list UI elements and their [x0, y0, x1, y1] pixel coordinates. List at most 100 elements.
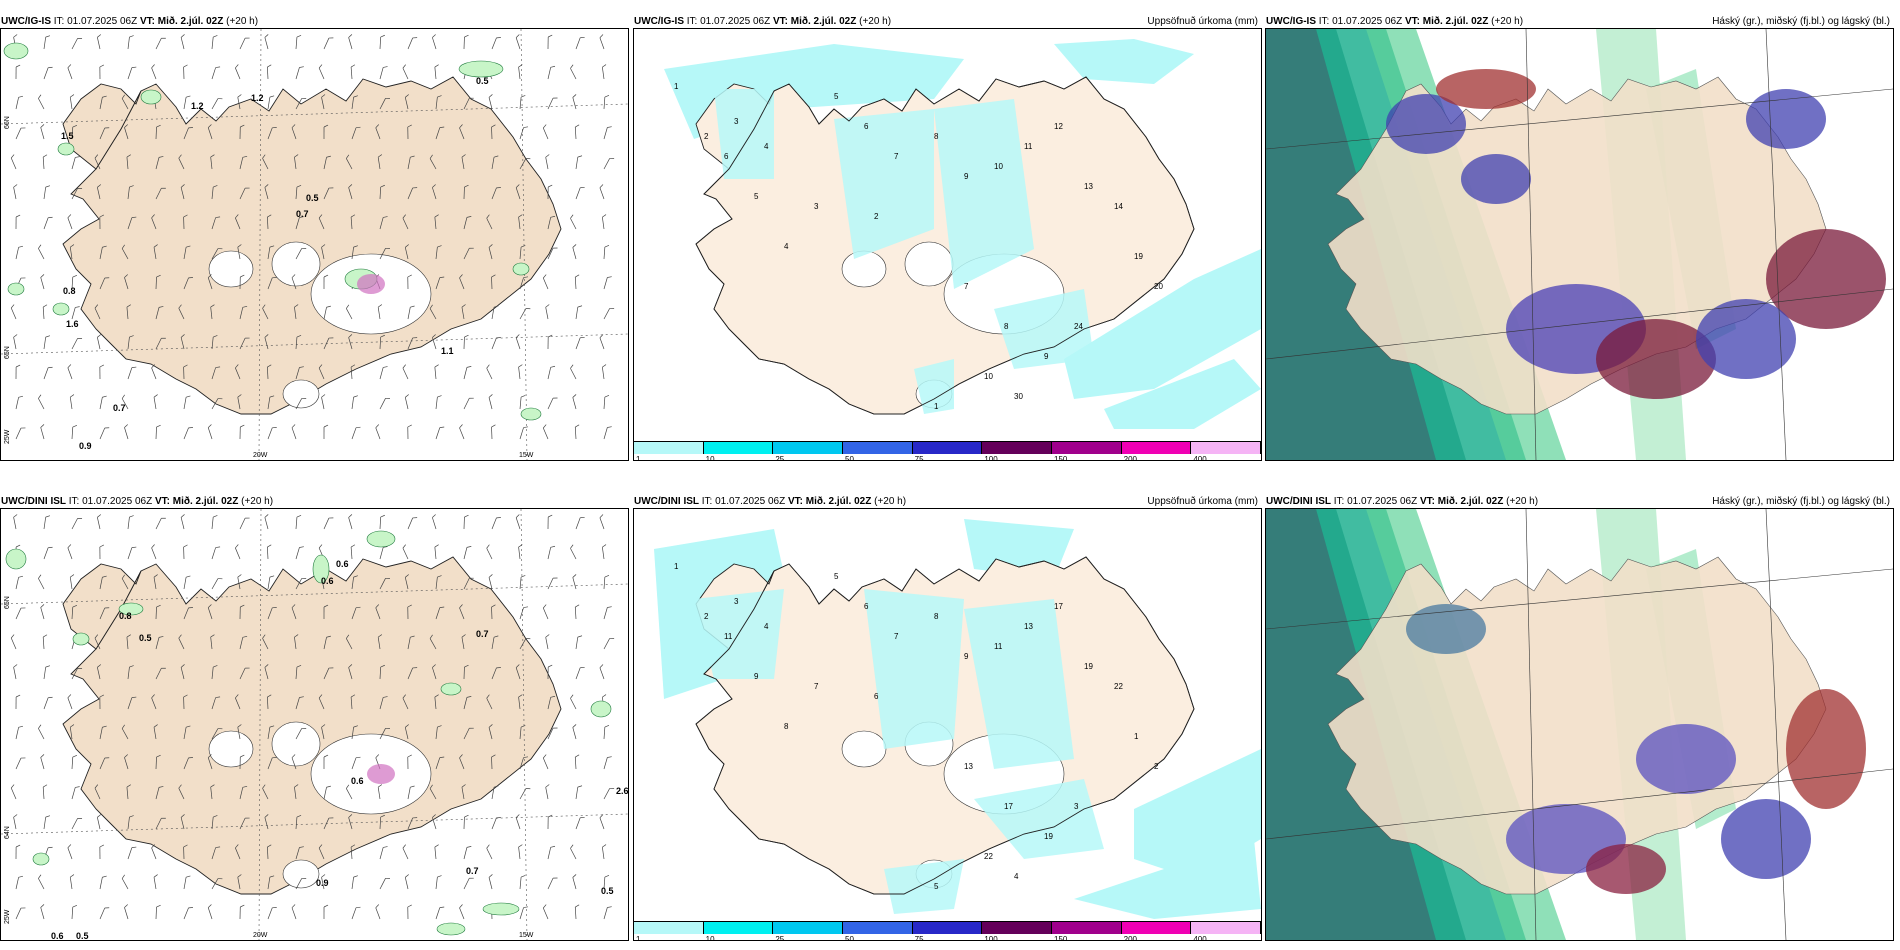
wind-barb: [459, 754, 465, 770]
wind-barb: [515, 814, 521, 830]
wind-barb: [519, 308, 531, 320]
wind-barb: [127, 216, 137, 230]
wind-barb: [267, 725, 275, 740]
wind-barb: [459, 604, 465, 620]
wind-barb: [547, 334, 553, 350]
wind-barb: [574, 424, 580, 440]
wind-barb: [519, 426, 529, 440]
wind-barb: [603, 426, 612, 440]
wind-barb: [127, 665, 134, 680]
wind-barb: [351, 756, 361, 770]
panel-header: UWC/IG-IS IT: 01.07.2025 06Z VT: Mið. 2.…: [0, 13, 628, 32]
valid-time: Mið. 2.júl. 02Z: [157, 16, 224, 27]
wind-barb: [603, 788, 615, 800]
precip-value: 3: [734, 597, 739, 606]
wind-barb: [574, 274, 580, 290]
precip-value: 22: [984, 852, 993, 861]
wind-barb: [599, 184, 605, 200]
panel-header: UWC/DINI ISL IT: 01.07.2025 06Z VT: Mið.…: [1265, 493, 1893, 512]
lon-label: 20W: [253, 932, 268, 939]
wind-value: 0.5: [601, 886, 614, 896]
wind-barb: [407, 155, 415, 170]
wind-barb: [124, 124, 129, 140]
wind-barb: [43, 335, 51, 350]
wind-barb: [264, 814, 269, 830]
lead-time: (+20 h): [1506, 496, 1539, 507]
wind-barb: [153, 394, 158, 410]
wind-barb: [99, 277, 110, 290]
wind-barb: [547, 577, 558, 590]
wind-barb: [379, 334, 385, 350]
wind-barb: [599, 664, 605, 680]
glacier: [841, 250, 887, 288]
cloud-map: [1266, 509, 1893, 940]
init-time: IT: 01.07.2025 06Z: [53, 16, 138, 27]
colorbar-tick: 400: [1193, 455, 1207, 461]
wind-barb: [155, 517, 166, 530]
wind-barb: [323, 754, 329, 770]
wind-barb: [603, 638, 615, 650]
wind-barb: [435, 875, 442, 890]
wind-barb: [97, 514, 102, 530]
wind-barb: [183, 725, 191, 740]
init-time: IT: 01.07.2025 06Z: [701, 496, 786, 507]
model-name: UWC/IG-IS: [1266, 16, 1316, 27]
wind-barb: [461, 304, 466, 320]
lon-label: 20W: [253, 452, 268, 459]
wind-barb: [151, 844, 157, 860]
wind-barb: [603, 906, 612, 920]
wind-value: 0.5: [306, 193, 319, 203]
precip-value: 10: [994, 162, 1003, 171]
wind-barb: [262, 304, 269, 320]
wind-value: 0.7: [296, 209, 309, 219]
wind-barb: [603, 126, 612, 140]
intense-rain-blob: [357, 274, 385, 294]
wind-barb: [67, 694, 73, 710]
precip-area: [914, 359, 954, 414]
colorbar-tick: 75: [914, 935, 924, 941]
wind-barb: [402, 844, 409, 860]
wind-barb: [155, 424, 161, 440]
wind-barb: [239, 337, 250, 350]
wind-barb: [155, 786, 164, 800]
wind-barb: [459, 424, 465, 440]
wind-barb: [435, 606, 445, 620]
wind-barb: [15, 214, 21, 230]
wind-barb: [71, 338, 83, 350]
wind-value: 0.5: [76, 931, 89, 940]
wind-barb: [603, 874, 610, 890]
wind-barb: [69, 244, 75, 260]
wind-barb: [40, 424, 45, 440]
lead-time: (+20 h): [874, 496, 907, 507]
wind-barb: [42, 784, 48, 800]
colorbar-segment: [1052, 442, 1122, 454]
wind-barb: [124, 424, 129, 440]
wind-barb: [267, 756, 277, 770]
init-time: IT: 01.07.2025 06Z: [1333, 496, 1418, 507]
wind-barb: [432, 184, 437, 200]
colorbar-segment: [634, 922, 704, 934]
panel-precip-dini: UWC/DINI ISL IT: 01.07.2025 06Z VT: Mið.…: [633, 493, 1262, 945]
wind-barb: [602, 214, 607, 230]
wind-barb: [323, 155, 331, 170]
coastline: [695, 556, 1195, 895]
colorbar-segment: [1191, 442, 1261, 454]
wind-barb: [575, 155, 583, 170]
wind-barb: [318, 694, 325, 710]
wind-barb: [10, 304, 17, 320]
precip-area: [974, 779, 1104, 859]
vt-label: VT:: [1404, 16, 1420, 27]
wind-barb: [69, 574, 75, 590]
wind-barb: [570, 544, 577, 560]
wind-barb: [407, 604, 412, 620]
coastline: [695, 76, 1195, 415]
wind-barb: [547, 545, 556, 560]
wind-barb: [318, 364, 325, 380]
wind-barb: [351, 245, 358, 260]
wind-barb: [151, 544, 157, 560]
wind-barb: [348, 514, 353, 530]
wind-barb: [155, 337, 166, 350]
wind-barb: [210, 154, 215, 170]
wind-barb: [463, 664, 469, 680]
wind-barb: [178, 634, 185, 650]
